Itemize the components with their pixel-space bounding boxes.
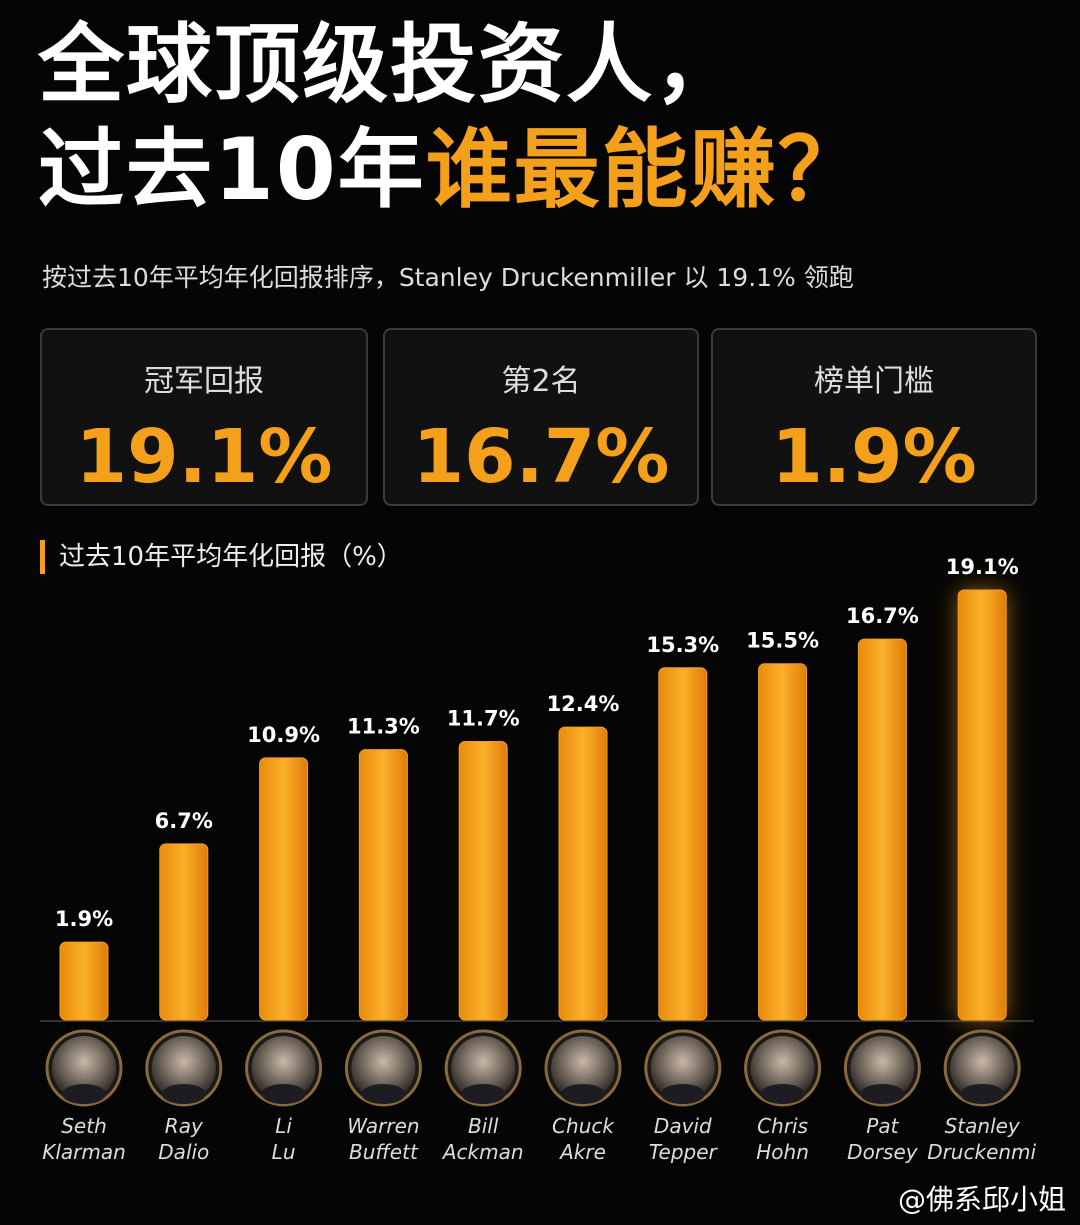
category-label: David Tepper [648,1114,717,1164]
category-label: Li Lu [271,1114,296,1164]
avatar [52,1036,116,1100]
value-label: 6.7% [155,809,213,833]
stat-card: 冠军回报 19.1% [40,328,368,506]
category-label: Seth Klarman [42,1114,126,1164]
value-label: 19.1% [946,555,1019,579]
avatar-body [361,1084,406,1104]
bar [758,663,808,1021]
avatar [750,1036,815,1100]
avatar [451,1036,516,1100]
avatar-body [261,1084,306,1104]
card-label: 第2名 [501,364,581,399]
bar [558,726,608,1021]
bar [458,740,508,1021]
watermark: @佛系邱小姐 [897,1183,1066,1216]
value-label: 15.5% [746,629,819,653]
value-label: 11.3% [347,715,420,739]
title-highlight: 谁最能赚？ [425,120,866,220]
value-label: 1.9% [55,907,113,931]
stat-card: 第2名 16.7% [383,328,699,506]
title-part: 过去10年 [38,120,426,220]
avatar-body [760,1084,805,1104]
value-label: 16.7% [846,604,919,628]
avatar [551,1036,615,1100]
avatar-body [860,1084,905,1104]
avatar [650,1036,715,1100]
category-label: Chuck Akre [552,1114,614,1164]
bar [259,757,309,1021]
chart-title: 过去10年平均年化回报（%） [40,540,403,574]
avatar-body [561,1084,605,1104]
category-label: Ray Dalio [158,1114,210,1164]
category-label: Chris Hohn [756,1114,809,1164]
category-label: Warren Buffett [347,1114,420,1164]
avatar-body [960,1084,1005,1104]
value-label: 11.7% [447,706,520,730]
avatar [950,1036,1015,1100]
avatar-body [62,1084,106,1104]
card-label: 榜单门槛 [814,364,934,399]
bar [957,589,1007,1021]
card-label: 冠军回报 [144,364,264,399]
value-label: 12.4% [547,692,620,716]
value-label: 10.9% [247,723,320,747]
avatar-body [461,1084,506,1104]
card-value: 19.1% [75,414,333,500]
subtitle: 按过去10年平均年化回报排序，Stanley Druckenmiller 以 1… [42,263,854,292]
title-line: 全球顶级投资人， [38,15,742,115]
avatar-body [660,1084,705,1104]
bar [358,749,408,1021]
avatar [850,1036,915,1100]
value-label: 15.3% [646,633,719,657]
avatar [251,1036,316,1100]
card-value: 1.9% [771,414,977,500]
avatar [351,1036,416,1100]
bar [658,667,708,1021]
avatar-body [161,1084,206,1104]
category-label: Stanley Druckenmiller [927,1114,1037,1164]
bar [159,843,209,1021]
stat-card: 榜单门槛 1.9% [711,328,1037,506]
card-value: 16.7% [412,414,670,500]
title-line: 过去10年谁最能赚？ [38,120,866,220]
bar [857,638,907,1021]
avatar [151,1036,216,1100]
bar [59,941,109,1021]
category-label: Bill Ackman [442,1114,524,1164]
category-label: Pat Dorsey [847,1114,918,1164]
